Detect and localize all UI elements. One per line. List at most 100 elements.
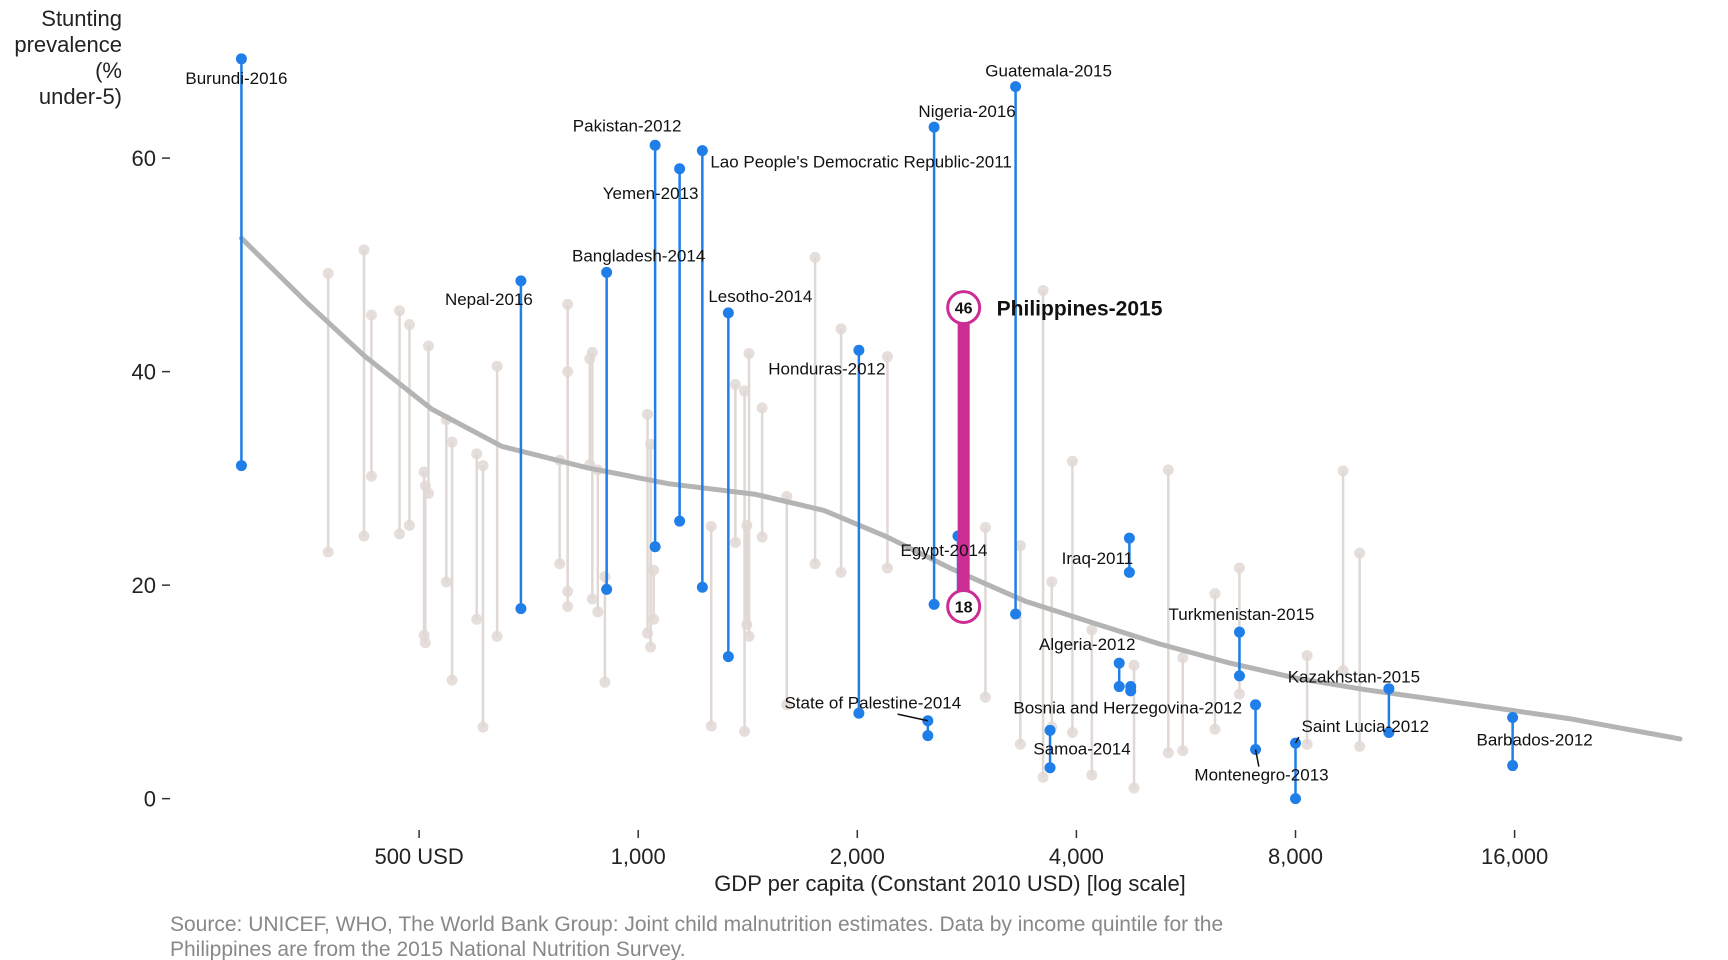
background-point-top: [1233, 562, 1245, 574]
y-axis-title-line-2: prevalence: [14, 32, 122, 57]
background-point-bottom: [422, 487, 434, 499]
background-point-top: [648, 564, 660, 576]
background-point-bottom: [648, 613, 660, 625]
highlight-point-bottom: [1044, 762, 1056, 774]
highlight-point-bottom: [515, 603, 527, 615]
background-point-top: [471, 448, 483, 460]
background-point-top: [422, 340, 434, 352]
highlight-point-top: [1113, 657, 1125, 669]
x-tick-label: 8,000: [1268, 844, 1323, 869]
highlight-point-top: [1507, 712, 1519, 724]
philippines-badge-top-label: 46: [955, 301, 973, 318]
y-tick-label: 0: [144, 787, 156, 812]
background-point-bottom: [322, 546, 334, 558]
background-point-top: [1128, 659, 1140, 671]
country-label: Lao People's Democratic Republic-2011: [710, 153, 1012, 172]
background-point-top: [1086, 624, 1098, 636]
y-tick-label: 60: [132, 146, 156, 171]
highlight-point-bottom: [1113, 681, 1125, 693]
background-point-top: [756, 402, 768, 414]
background-point-bottom: [1233, 688, 1245, 700]
highlight-point-bottom: [601, 583, 613, 595]
highlighted-series: [235, 53, 1519, 805]
background-point-top: [743, 347, 755, 359]
background-point-top: [729, 378, 741, 390]
highlight-point-top: [1010, 81, 1022, 93]
background-point-bottom: [562, 600, 574, 612]
highlight-point-bottom: [722, 651, 734, 663]
highlight-point-top: [853, 344, 865, 356]
country-label: Guatemala-2015: [985, 62, 1112, 81]
background-point-bottom: [881, 562, 893, 574]
highlight-point-bottom: [1123, 566, 1135, 578]
background-point-bottom: [1014, 738, 1026, 750]
highlight-point-bottom: [922, 730, 934, 742]
highlight-point-bottom: [853, 707, 865, 719]
background-point-bottom: [440, 576, 452, 588]
background-point-bottom: [599, 676, 611, 688]
background-point-bottom: [743, 630, 755, 642]
y-axis: 0 20 40 60: [132, 146, 170, 812]
background-point-bottom: [756, 531, 768, 543]
philippines-badge-bottom-label: 18: [955, 599, 973, 616]
highlight-point-top: [1044, 724, 1056, 736]
background-point-bottom: [358, 530, 370, 542]
highlight-point-top: [515, 275, 527, 287]
background-point-top: [1177, 652, 1189, 664]
country-label: Turkmenistan-2015: [1169, 605, 1315, 624]
y-tick-label: 20: [132, 573, 156, 598]
country-label: Nigeria-2016: [918, 102, 1015, 121]
background-point-bottom: [1066, 726, 1078, 738]
background-point-bottom: [365, 470, 377, 482]
x-tick-label: 16,000: [1481, 844, 1548, 869]
x-tick-label: 500 USD: [374, 844, 463, 869]
background-point-top: [599, 571, 611, 583]
background-point-bottom: [1037, 771, 1049, 783]
highlight-point-top: [235, 53, 247, 65]
source-note-line-1: Source: UNICEF, WHO, The World Bank Grou…: [170, 913, 1223, 936]
background-point-bottom: [1086, 769, 1098, 781]
background-point-top: [358, 244, 370, 256]
background-point-bottom: [491, 630, 503, 642]
label-leader: [1294, 736, 1300, 744]
country-label: Algeria-2012: [1039, 635, 1135, 654]
country-labels: Burundi-2016 Nepal-2016 Bangladesh-2014 Pak…: [185, 62, 1592, 785]
country-label: Bosnia and Herzegovina-2012: [1013, 699, 1242, 718]
highlight-point-top: [674, 163, 686, 175]
background-point-top: [881, 351, 893, 363]
background-point-top: [1337, 465, 1349, 477]
background-point-top: [1046, 576, 1058, 588]
background-point-top: [394, 305, 406, 317]
background-point-bottom: [562, 586, 574, 598]
highlight-point-top: [601, 266, 613, 278]
highlight-point-bottom: [674, 515, 686, 527]
background-point-top: [642, 408, 654, 420]
background-point-bottom: [781, 699, 793, 711]
background-point-top: [705, 520, 717, 532]
background-point-top: [1354, 547, 1366, 559]
trend-line: [238, 235, 1683, 742]
highlight-point-bottom: [235, 460, 247, 472]
background-point-bottom: [554, 558, 566, 570]
country-label: Pakistan-2012: [573, 116, 682, 135]
highlight-point-bottom: [928, 598, 940, 610]
highlight-point-top: [928, 121, 940, 133]
background-point-bottom: [471, 613, 483, 625]
background-point-bottom: [403, 519, 415, 531]
x-axis-title: GDP per capita (Constant 2010 USD) [log …: [714, 871, 1186, 896]
highlight-point-top: [722, 307, 734, 319]
trend-series: [238, 235, 1683, 742]
background-point-top: [1066, 455, 1078, 467]
x-axis: 500 USD 1,000 2,000 4,000 8,000 16,000: [374, 830, 1548, 869]
philippines-series: 46 18 Philippines-2015: [946, 290, 1163, 624]
background-point-top: [365, 309, 377, 321]
country-label: Burundi-2016: [185, 69, 287, 88]
y-axis-title-line-3: (%: [95, 58, 122, 83]
background-point-bottom: [741, 619, 753, 631]
x-tick-label: 2,000: [830, 844, 885, 869]
background-point-bottom: [1337, 665, 1349, 677]
background-point-bottom: [477, 721, 489, 733]
background-point-bottom: [979, 691, 991, 703]
country-label: Samoa-2014: [1033, 739, 1130, 758]
y-axis-title-line-4: under-5): [39, 84, 122, 109]
